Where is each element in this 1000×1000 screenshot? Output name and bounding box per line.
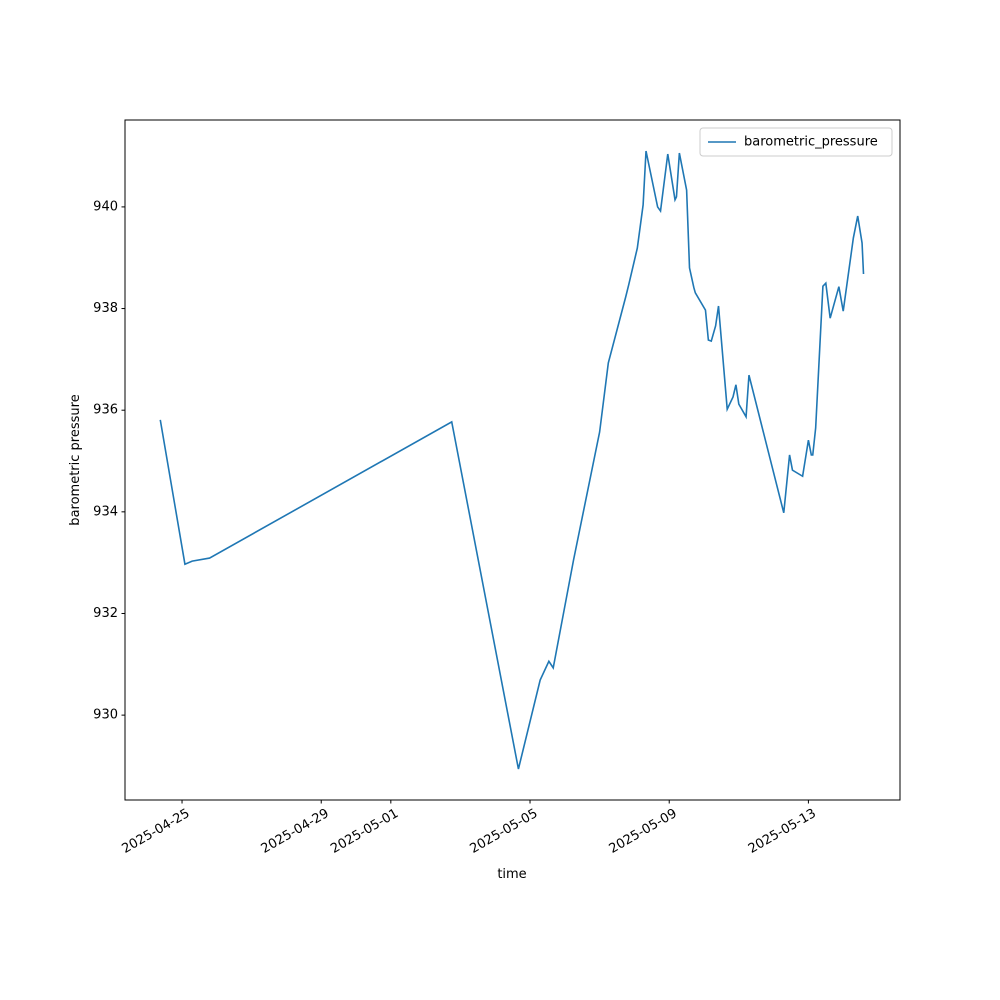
x-tick-label: 2025-05-09 [607, 806, 680, 857]
x-tick-label: 2025-04-25 [119, 806, 192, 857]
y-tick-label: 934 [93, 504, 118, 519]
y-tick-label: 936 [93, 403, 118, 418]
y-tick-label: 932 [93, 606, 118, 621]
y-tick-label: 930 [93, 708, 118, 723]
data-line [159, 150, 865, 770]
y-tick-label: 938 [93, 301, 118, 316]
y-tick-label: 940 [93, 199, 118, 214]
x-tick-label: 2025-05-13 [746, 806, 819, 857]
x-tick-label: 2025-04-29 [259, 806, 332, 857]
x-tick-label: 2025-05-01 [328, 806, 401, 857]
legend-box [699, 127, 893, 157]
x-axis-label: time [497, 867, 526, 882]
y-axis-label: barometric pressure [68, 394, 83, 525]
plot-frame [124, 119, 901, 801]
legend-label: barometric_pressure [744, 135, 878, 150]
x-tick-label: 2025-05-05 [467, 806, 540, 857]
